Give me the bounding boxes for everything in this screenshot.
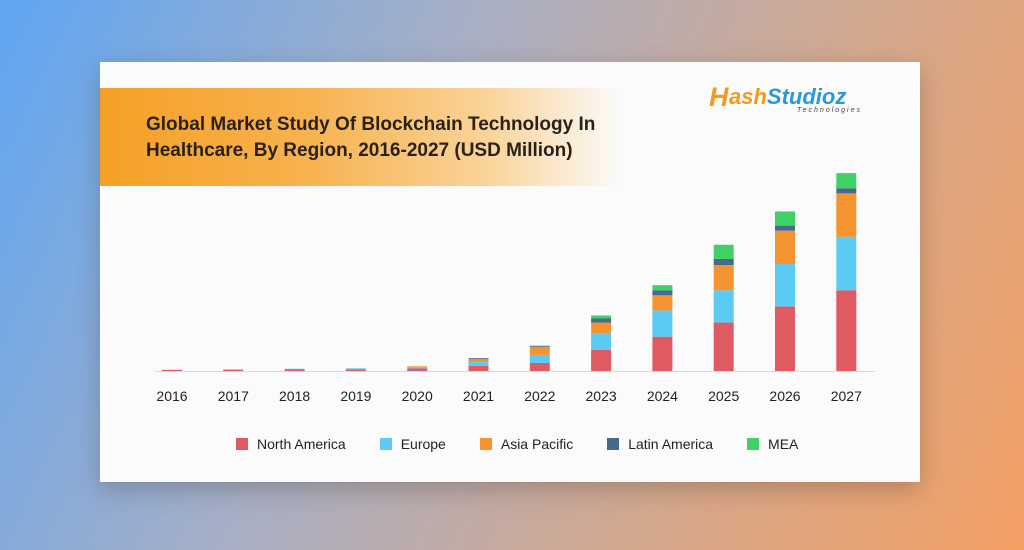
bar-north-america-2016 <box>162 369 182 371</box>
x-tick-label: 2019 <box>340 388 371 404</box>
bar-asia-pacific-2024 <box>652 295 673 311</box>
bar-north-america-2017 <box>223 369 244 371</box>
x-tick-label: 2025 <box>708 388 739 404</box>
bar-mea-2025 <box>713 244 734 259</box>
bar-mea-2026 <box>775 211 795 226</box>
legend-swatch <box>479 438 492 450</box>
logo-word-part1: ash <box>729 84 767 109</box>
legend-swatch <box>607 438 620 450</box>
title-banner <box>100 88 620 186</box>
x-tick-label: 2021 <box>463 388 494 404</box>
bar-europe-2023 <box>591 333 612 350</box>
bar-europe-2018 <box>284 368 305 370</box>
bar-europe-2020 <box>407 367 428 369</box>
legend-item-europe: Europe <box>379 436 446 452</box>
legend-swatch <box>747 438 760 450</box>
x-tick-label: 2016 <box>156 388 187 404</box>
chart-title: Global Market Study Of Blockchain Techno… <box>146 114 596 161</box>
bar-north-america-2025 <box>713 322 734 371</box>
bar-north-america-2018 <box>284 369 305 371</box>
legend-swatch <box>379 438 392 450</box>
bar-latin-america-2024 <box>652 290 673 296</box>
bar-north-america-2027 <box>836 290 857 371</box>
bar-latin-america-2023 <box>591 318 612 323</box>
x-tick-label: 2024 <box>647 388 678 404</box>
bar-europe-2024 <box>652 310 673 337</box>
x-tick-label: 2018 <box>279 388 310 404</box>
x-tick-label: 2017 <box>218 388 249 404</box>
bar-asia-pacific-2027 <box>836 193 857 237</box>
legend-item-latin-america: Latin America <box>607 436 713 452</box>
bar-north-america-2020 <box>407 368 428 371</box>
bar-mea-2023 <box>591 315 612 319</box>
legend-item-north-america: North America <box>236 436 346 452</box>
bar-latin-america-2027 <box>836 188 857 194</box>
bar-mea-2027 <box>836 173 857 189</box>
bar-north-america-2022 <box>529 362 550 371</box>
bar-north-america-2026 <box>775 306 795 371</box>
logo-wordmark: ashStudioz <box>729 85 846 109</box>
bar-asia-pacific-2026 <box>775 230 795 264</box>
bar-europe-2025 <box>713 290 734 323</box>
bar-europe-2027 <box>836 236 857 291</box>
stacked-bar-chart: 2016 2017 2018 2019 2020 2021 2022 2023 2024 2025… <box>155 173 875 404</box>
bar-latin-america-2025 <box>713 258 734 265</box>
bar-asia-pacific-2020 <box>407 366 428 368</box>
bar-north-america-2023 <box>591 349 612 371</box>
bar-latin-america-2021 <box>468 358 489 359</box>
bar-europe-2021 <box>468 361 489 366</box>
bar-mea-2024 <box>652 285 673 291</box>
legend-label: MEA <box>768 436 799 452</box>
legend-label: North America <box>257 436 346 452</box>
legend-label: Europe <box>400 436 446 452</box>
legend-label: Latin America <box>628 436 714 452</box>
bar-asia-pacific-2022 <box>529 346 550 355</box>
bar-europe-2022 <box>529 354 550 363</box>
bar-asia-pacific-2023 <box>591 322 612 334</box>
bar-europe-2019 <box>345 368 366 370</box>
legend-label: Asia Pacific <box>500 436 574 452</box>
chart-legend: North America Europe Asia Pacific Latin Ame… <box>236 434 798 454</box>
bar-latin-america-2026 <box>775 225 795 231</box>
bar-north-america-2024 <box>652 336 673 371</box>
bar-latin-america-2022 <box>529 345 550 347</box>
bar-north-america-2021 <box>468 365 489 371</box>
bar-asia-pacific-2021 <box>468 358 489 362</box>
x-tick-label: 2022 <box>524 388 555 404</box>
logo-word-part2: Studioz <box>766 84 847 109</box>
logo-tagline: Technologies <box>797 107 862 114</box>
bar-north-america-2019 <box>345 369 366 371</box>
legend-item-asia-pacific: Asia Pacific <box>479 436 574 452</box>
chart-card: Global Market Study Of Blockchain Techno… <box>100 62 920 482</box>
legend-swatch <box>236 438 248 450</box>
x-tick-label: 2026 <box>769 388 800 404</box>
bar-asia-pacific-2025 <box>713 265 734 291</box>
bar-europe-2026 <box>775 263 795 307</box>
x-tick-label: 2027 <box>831 388 862 404</box>
x-tick-label: 2023 <box>586 388 617 404</box>
hashstudioz-logo: H ashStudioz Technologies <box>709 82 884 118</box>
legend-item-mea: MEA <box>747 436 798 452</box>
x-tick-label: 2020 <box>402 388 433 404</box>
logo-mark: H <box>709 82 729 112</box>
